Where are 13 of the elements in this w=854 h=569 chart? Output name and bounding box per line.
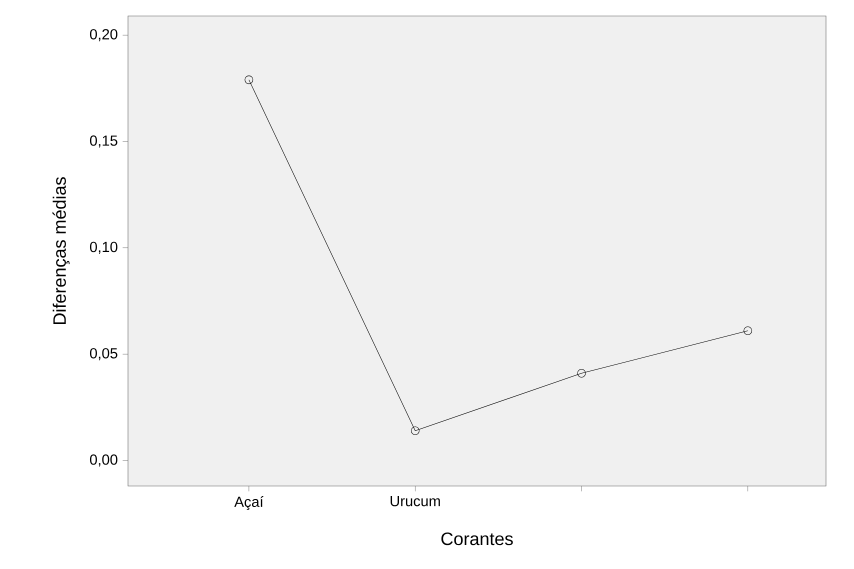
y-tick-label: 0,10 xyxy=(90,242,118,254)
y-tick-label: 0,05 xyxy=(90,348,118,360)
point xyxy=(244,76,254,84)
x-tick-label: Açaí xyxy=(234,496,264,510)
y-axis-title: Diferenças médias xyxy=(52,177,70,324)
x-axis-title: Corantes xyxy=(441,532,513,546)
point xyxy=(577,369,586,378)
y-tick-label: 0,20 xyxy=(90,29,118,42)
point xyxy=(410,426,420,435)
point xyxy=(744,326,752,336)
y-tick-label: 0,15 xyxy=(90,135,118,148)
y-tick-label: 0,00 xyxy=(90,454,118,467)
x-tick-label: Urucum xyxy=(390,496,440,506)
